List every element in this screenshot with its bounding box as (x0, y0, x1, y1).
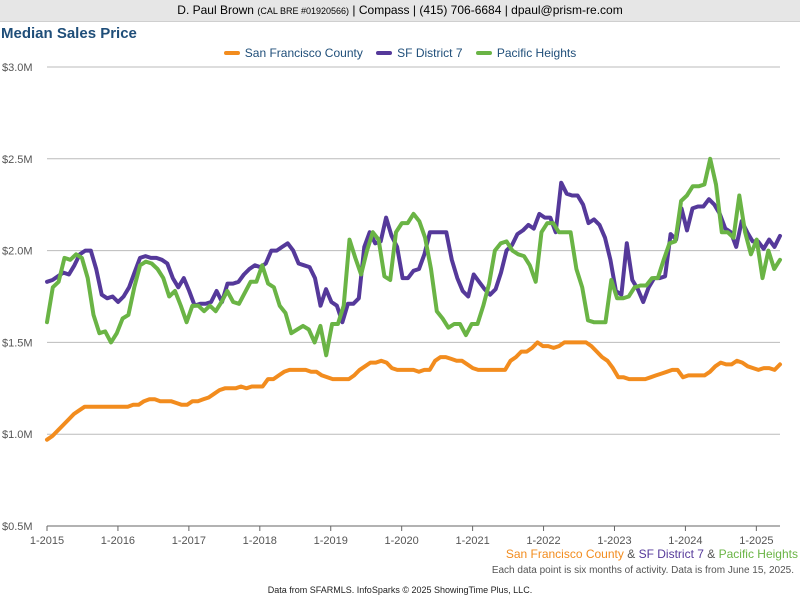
x-tick-label: 1-2020 (385, 535, 419, 547)
x-tick-label: 1-2017 (172, 535, 206, 547)
legend-item-pacific-heights: Pacific Heights (475, 46, 577, 60)
y-tick-label: $1.5M (2, 337, 33, 349)
y-tick-label: $2.5M (2, 154, 33, 166)
x-tick-label: 1-2016 (101, 535, 135, 547)
x-tick-label: 1-2025 (739, 535, 773, 547)
data-note: Each data point is six months of activit… (491, 565, 794, 576)
agent-header-bar: D. Paul Brown (CAL BRE #01920566) | Comp… (0, 0, 800, 22)
legend-item-district7: SF District 7 (376, 46, 463, 60)
legend-swatch-district7 (376, 50, 393, 55)
series-lines (45, 156, 782, 442)
y-tick-label: $3.0M (2, 62, 33, 74)
x-axis: 1-2015 1-2016 1-2017 1-2018 1-2019 1-2020 1-20… (30, 525, 780, 547)
y-tick-label: $0.5M (2, 521, 33, 533)
y-tick-label: $2.0M (2, 246, 33, 258)
series-key-amp-1: & (627, 547, 636, 561)
x-tick-label: 1-2021 (455, 535, 489, 547)
footer-credit: Data from SFARMLS. InfoSparks © 2025 Sho… (267, 585, 533, 595)
agent-name: D. Paul Brown (177, 3, 254, 17)
series-district7-line (45, 180, 782, 325)
x-tick-label: 1-2022 (526, 535, 560, 547)
series-key-pacific-heights: Pacific Heights (718, 547, 798, 561)
legend-label-pacific-heights: Pacific Heights (496, 46, 577, 60)
legend-item-sf-county: San Francisco County (223, 46, 363, 60)
x-tick-label: 1-2023 (597, 535, 631, 547)
chart-legend: San Francisco County SF District 7 Pacif… (0, 46, 800, 60)
series-sf-county-line (45, 340, 782, 442)
legend-swatch-pacific-heights (475, 50, 492, 55)
x-tick-label: 1-2024 (668, 535, 702, 547)
y-tick-label: $1.0M (2, 429, 33, 441)
agent-license: (CAL BRE #01920566) (257, 6, 350, 16)
x-tick-label: 1-2015 (30, 535, 64, 547)
series-pacific-heights-line (45, 156, 782, 358)
series-key: San Francisco County & SF District 7 & P… (506, 547, 798, 561)
series-key-sf-county: San Francisco County (505, 547, 624, 561)
grid-lines (47, 66, 780, 527)
legend-swatch-sf-county (223, 50, 240, 55)
agent-contact: | Compass | (415) 706-6684 | dpaul@prism… (352, 3, 623, 17)
series-key-amp-2: & (707, 547, 716, 561)
legend-label-district7: SF District 7 (397, 46, 463, 60)
x-tick-label: 1-2019 (314, 535, 348, 547)
series-key-district7: SF District 7 (638, 547, 704, 561)
chart-title: Median Sales Price (1, 25, 137, 42)
y-axis-ticks: $0.5M $1.0M $1.5M $2.0M $2.5M $3.0M (2, 62, 33, 533)
legend-label-sf-county: San Francisco County (244, 46, 363, 60)
x-tick-label: 1-2018 (243, 535, 277, 547)
